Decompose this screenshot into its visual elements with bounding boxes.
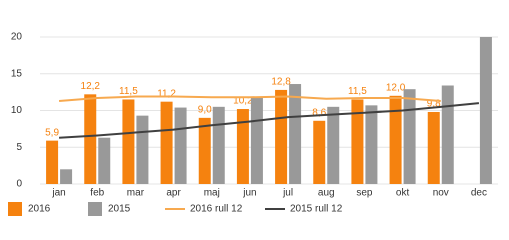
bar <box>60 169 73 184</box>
y-tick-label: 20 <box>11 32 23 43</box>
bar <box>289 84 302 184</box>
x-tick-label: aug <box>318 188 335 199</box>
y-tick-label: 0 <box>16 179 22 190</box>
legend-label: 2016 <box>28 204 51 215</box>
legend-label: 2015 rull 12 <box>290 204 343 215</box>
bar <box>122 99 135 184</box>
x-tick-label: dec <box>471 188 487 199</box>
x-tick-label: jun <box>242 188 256 199</box>
bar <box>84 94 97 184</box>
bar <box>403 89 416 184</box>
x-tick-label: sep <box>356 188 373 199</box>
data-label: 9,0 <box>198 104 212 115</box>
legend-label: 2015 <box>108 204 131 215</box>
y-tick-label: 10 <box>11 105 23 116</box>
x-tick-label: mar <box>127 188 145 199</box>
y-tick-label: 5 <box>16 142 22 153</box>
bar <box>275 89 288 184</box>
line <box>59 95 441 102</box>
data-label: 10,2 <box>233 96 253 107</box>
x-tick-label: okt <box>396 188 410 199</box>
bar <box>365 105 378 184</box>
bar <box>327 106 340 184</box>
bar <box>198 117 211 184</box>
data-label: 12,8 <box>271 77 291 88</box>
bar <box>351 99 364 184</box>
x-tick-label: nov <box>433 188 449 199</box>
bar <box>427 111 440 184</box>
x-tick-label: jul <box>282 188 293 199</box>
x-tick-label: apr <box>166 188 181 199</box>
bar <box>212 106 225 184</box>
data-label: 8,6 <box>312 107 326 118</box>
data-label: 5,9 <box>45 127 59 138</box>
bar <box>46 140 59 184</box>
data-label: 11,5 <box>348 86 367 97</box>
legend-swatch <box>8 202 22 216</box>
bar <box>389 95 402 184</box>
y-tick-label: 15 <box>11 68 23 79</box>
legend-swatch <box>88 202 102 216</box>
x-tick-label: jan <box>51 188 65 199</box>
data-label: 11,5 <box>119 86 138 97</box>
data-label: 12,2 <box>81 81 101 92</box>
bar <box>236 109 249 184</box>
bar <box>250 98 263 184</box>
data-label: 12,0 <box>386 82 406 93</box>
bar <box>441 85 454 184</box>
bar <box>313 120 326 184</box>
line <box>59 102 480 139</box>
x-tick-label: maj <box>204 188 220 199</box>
bar <box>136 115 149 184</box>
legend-label: 2016 rull 12 <box>190 204 243 215</box>
bar <box>174 107 187 184</box>
bar <box>479 37 492 184</box>
x-tick-label: feb <box>90 188 104 199</box>
bar <box>160 101 173 184</box>
data-label: 9,8 <box>427 99 441 110</box>
bar <box>98 137 111 184</box>
data-label: 11,2 <box>157 88 176 99</box>
chart: 0 5 10 15 20 jan 5,9 feb 12,2 mar 11,5 apr 11,2 maj 9,… <box>8 32 498 216</box>
